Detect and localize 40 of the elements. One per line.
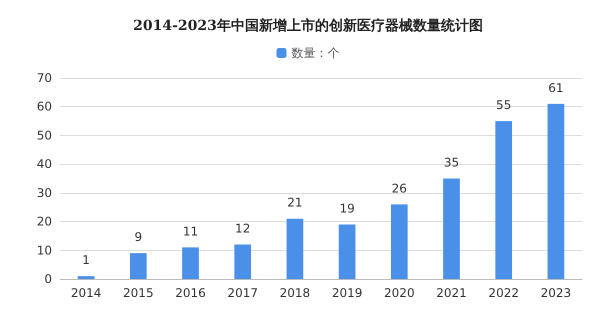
x-tick-label: 2019: [332, 286, 362, 300]
bar: [234, 244, 252, 279]
data-label: 61: [548, 80, 564, 95]
bar: [338, 224, 356, 279]
x-tick-label: 2023: [540, 286, 572, 300]
y-tick-label: 40: [36, 157, 52, 172]
y-tick-label: 20: [36, 214, 52, 229]
data-label: 35: [444, 156, 460, 170]
data-label: 12: [235, 222, 250, 236]
x-tick-label: 2022: [488, 286, 519, 300]
data-label: 11: [182, 224, 198, 238]
x-tick-label: 2017: [227, 286, 258, 300]
bar: [78, 276, 94, 279]
y-tick-label: 60: [36, 100, 52, 114]
x-tick-label: 2020: [384, 286, 415, 300]
x-tick-label: 2014: [70, 286, 102, 300]
legend-label: 数量：个: [292, 46, 340, 60]
bar: [495, 121, 512, 279]
bar: [443, 178, 460, 279]
y-tick-label: 30: [36, 186, 52, 200]
x-tick-label: 2016: [175, 286, 206, 300]
data-label: 55: [496, 98, 512, 112]
data-label: 21: [287, 196, 303, 210]
x-tick-label: 2021: [436, 286, 467, 300]
chart-title: 2014-2023年中国新增上市的创新医疗器械数量统计图: [133, 17, 483, 34]
y-tick-label: 10: [36, 243, 52, 258]
data-label: 9: [134, 230, 142, 244]
bar: [390, 204, 408, 279]
bar: [548, 104, 564, 279]
bar: [286, 218, 304, 279]
data-label: 26: [392, 181, 407, 196]
bar: [182, 247, 199, 279]
y-tick-label: 50: [36, 128, 52, 142]
bar: [130, 253, 147, 279]
x-tick-label: 2015: [123, 286, 154, 300]
data-label: 19: [339, 201, 355, 216]
y-tick-label: 70: [36, 71, 52, 85]
x-tick-label: 2018: [280, 286, 310, 300]
data-label: 1: [82, 253, 90, 268]
y-tick-label: 0: [44, 272, 52, 286]
